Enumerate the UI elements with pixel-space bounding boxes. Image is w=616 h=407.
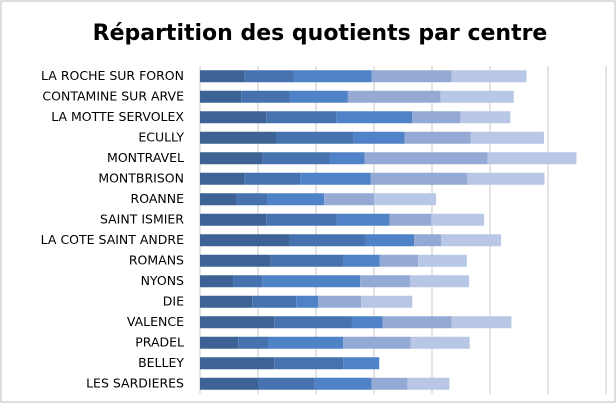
bar-segment bbox=[414, 234, 442, 247]
y-tick-label: ECULLY bbox=[138, 129, 184, 144]
bar-segment bbox=[460, 111, 511, 124]
bar-segment bbox=[262, 152, 330, 165]
bar-segment bbox=[470, 131, 544, 144]
bar-segment bbox=[329, 152, 365, 165]
bar-segment bbox=[258, 377, 315, 390]
bar-segment bbox=[200, 193, 236, 206]
bar-segment bbox=[270, 254, 344, 267]
bar-segment bbox=[467, 172, 545, 185]
bar-segment bbox=[451, 316, 512, 329]
bar-segment bbox=[343, 357, 380, 370]
bar-segment bbox=[440, 90, 514, 103]
bar-segment bbox=[200, 70, 245, 83]
bar-segment bbox=[296, 295, 319, 308]
y-tick-label: MONTBRISON bbox=[98, 170, 184, 185]
bar-segment bbox=[374, 193, 437, 206]
bar-segment bbox=[410, 336, 470, 349]
y-tick-label: SAINT ISMIER bbox=[100, 211, 184, 226]
y-tick-label: VALENCE bbox=[127, 314, 184, 329]
bar-segment bbox=[343, 336, 411, 349]
bar-segment bbox=[353, 131, 405, 144]
bar-segment bbox=[404, 131, 471, 144]
y-tick-label: LES SARDIERES bbox=[86, 375, 184, 390]
bar-segment bbox=[200, 336, 239, 349]
bar-segment bbox=[289, 90, 348, 103]
y-tick-label: LA MOTTE SERVOLEX bbox=[51, 109, 184, 124]
bar-segment bbox=[200, 111, 267, 124]
bar-segment bbox=[347, 90, 441, 103]
bar-segment bbox=[274, 316, 352, 329]
bar-segment bbox=[364, 152, 488, 165]
chart-title: Répartition des quotients par centre bbox=[93, 21, 548, 46]
bar-segment bbox=[200, 357, 275, 370]
bar-segment bbox=[200, 295, 253, 308]
bar-segment bbox=[361, 295, 413, 308]
bar-segment bbox=[200, 213, 267, 226]
bar-segment bbox=[336, 111, 413, 124]
bar-segment bbox=[441, 234, 502, 247]
bar-segment bbox=[267, 193, 325, 206]
bar-segment bbox=[293, 70, 372, 83]
bar-segment bbox=[365, 234, 415, 247]
bar-segment bbox=[300, 172, 371, 185]
y-tick-label: BELLEY bbox=[138, 355, 184, 370]
bar-segment bbox=[324, 193, 374, 206]
bar-segment bbox=[382, 316, 452, 329]
bar-segment bbox=[200, 275, 234, 288]
bar-segment bbox=[409, 275, 470, 288]
y-tick-label: DIE bbox=[163, 293, 184, 308]
bar-segment bbox=[262, 275, 361, 288]
bar-segment bbox=[351, 316, 383, 329]
bar-segment bbox=[244, 70, 294, 83]
bar-segment bbox=[200, 152, 263, 165]
bar-segment bbox=[200, 172, 245, 185]
bar-segment bbox=[266, 111, 337, 124]
bar-segment bbox=[252, 295, 297, 308]
bar-segment bbox=[412, 111, 461, 124]
bar-segment bbox=[370, 172, 468, 185]
bar-segment bbox=[275, 131, 354, 144]
bar-segment bbox=[314, 377, 372, 390]
bar-segment bbox=[200, 254, 271, 267]
bar-segment bbox=[241, 90, 290, 103]
bar-segment bbox=[289, 234, 366, 247]
bar-segment bbox=[200, 377, 258, 390]
bar-segment bbox=[418, 254, 467, 267]
bar-segment bbox=[200, 131, 276, 144]
bar-segment bbox=[343, 254, 380, 267]
bar-segment bbox=[451, 70, 527, 83]
bar-segment bbox=[407, 377, 450, 390]
bar-segment bbox=[200, 234, 290, 247]
bar-segment bbox=[379, 254, 419, 267]
bar-segment bbox=[266, 213, 337, 226]
bar-segment bbox=[360, 275, 410, 288]
bar-segment bbox=[487, 152, 577, 165]
y-tick-label: ROANNE bbox=[131, 191, 185, 206]
bar-segment bbox=[371, 70, 452, 83]
bar-segment bbox=[238, 336, 269, 349]
y-tick-label: LA ROCHE SUR FORON bbox=[41, 68, 184, 83]
y-tick-label: LA COTE SAINT ANDRE bbox=[41, 232, 184, 247]
y-tick-label: ROMANS bbox=[129, 252, 184, 267]
y-tick-label: CONTAMINE SUR ARVE bbox=[42, 88, 184, 103]
bar-segment bbox=[200, 316, 275, 329]
y-tick-label: PRADEL bbox=[135, 334, 184, 349]
bar-segment bbox=[200, 90, 242, 103]
bar-segment bbox=[336, 213, 390, 226]
bar-segment bbox=[244, 172, 301, 185]
bar-segment bbox=[274, 357, 344, 370]
bar-segment bbox=[235, 193, 268, 206]
bar-segment bbox=[233, 275, 263, 288]
bar-segment bbox=[371, 377, 408, 390]
bar-segment bbox=[268, 336, 344, 349]
y-tick-label: NYONS bbox=[141, 273, 184, 288]
bar-segment bbox=[318, 295, 362, 308]
bar-segment bbox=[389, 213, 432, 226]
y-tick-label: MONTRAVEL bbox=[107, 150, 184, 165]
bar-segment bbox=[431, 213, 485, 226]
